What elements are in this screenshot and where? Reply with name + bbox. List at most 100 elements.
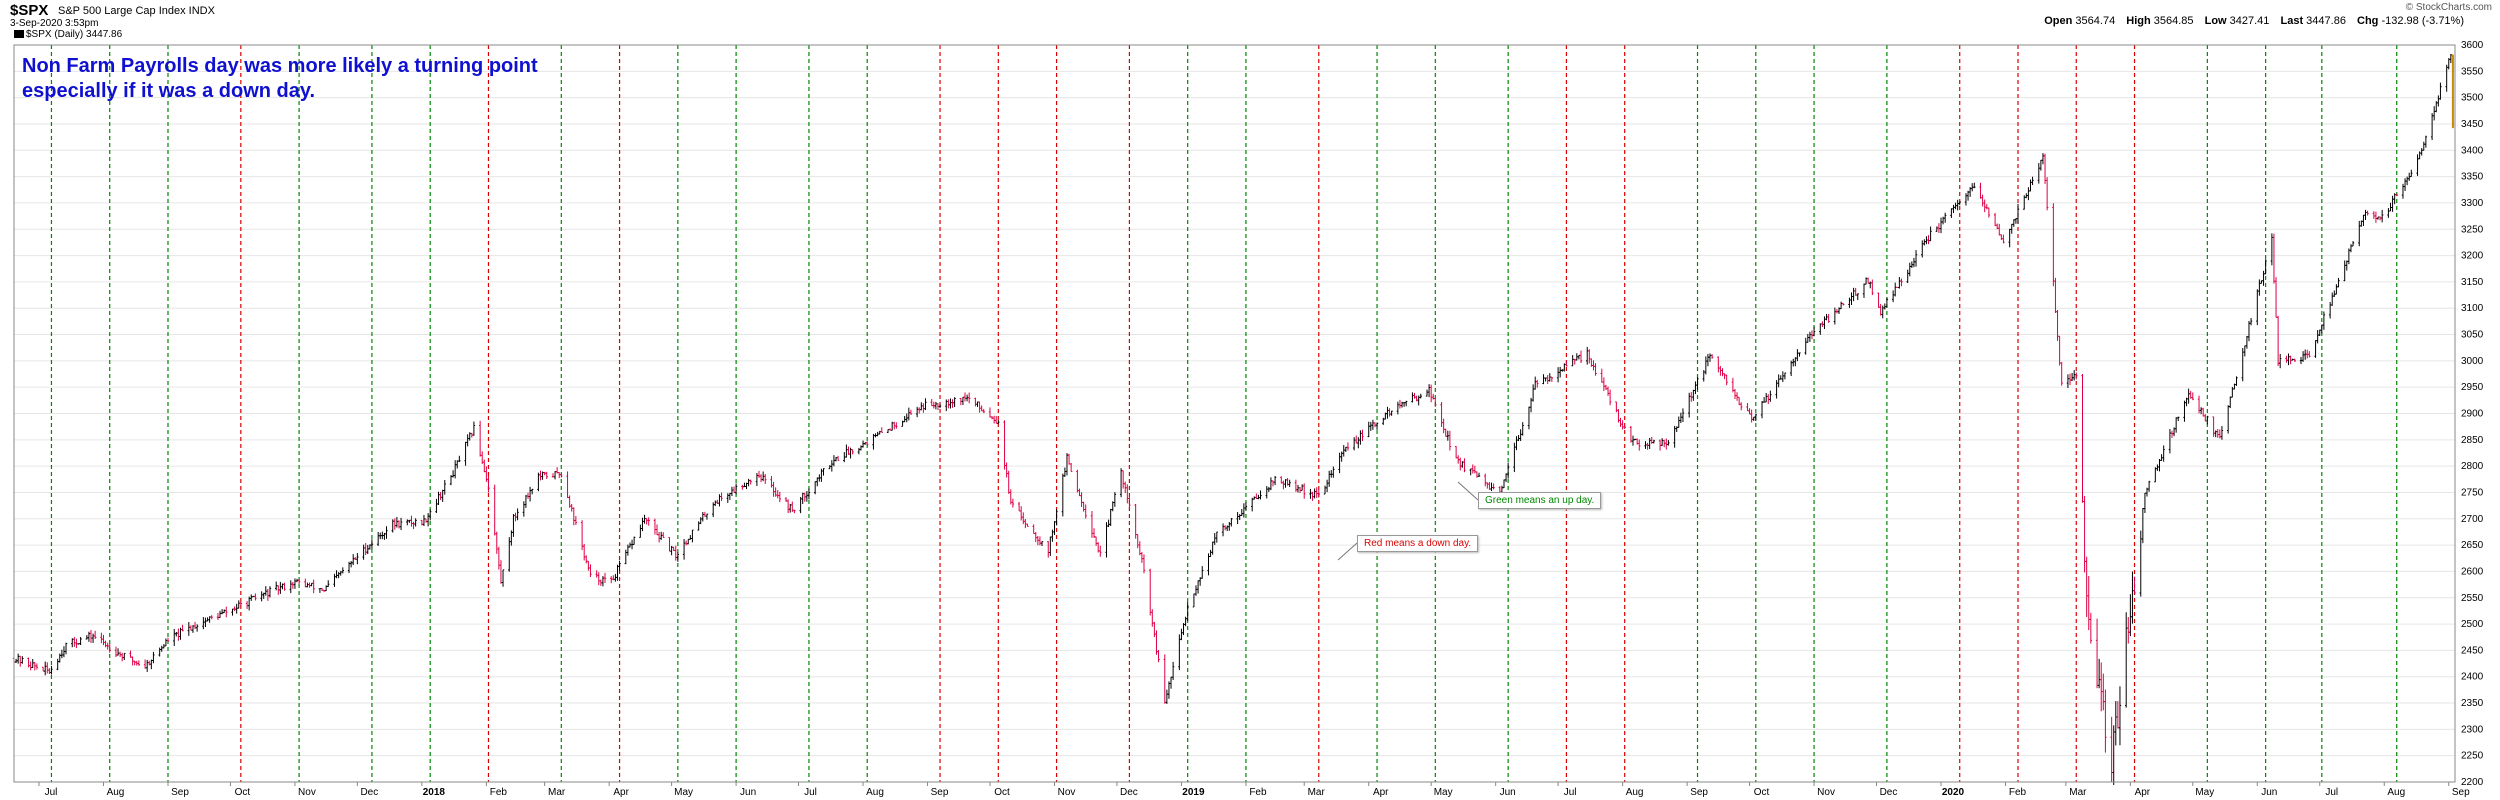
ohlc-bar (239, 601, 243, 607)
ohlc-bar (2322, 311, 2326, 330)
ohlc-bar (225, 606, 228, 618)
ohlc-bar (1165, 689, 1169, 704)
ohlc-bar (1169, 676, 1173, 689)
ohlc-bar (1848, 297, 1851, 308)
ohlc-bar (1280, 476, 1283, 484)
x-tick-label: Jul (1564, 787, 1577, 798)
ohlc-bar (279, 581, 282, 594)
timestamp: 3-Sep-2020 3:53pm (10, 18, 99, 29)
ohlc-bar (1808, 331, 1812, 342)
ohlc-bar (1794, 357, 1797, 367)
y-tick-label: 3200 (2461, 251, 2484, 262)
ohlc-bar (1017, 501, 1021, 512)
red-note-callout: Red means a down day. (1357, 535, 1479, 552)
ohlc-bar (1519, 429, 1522, 442)
ohlc-bar (1134, 503, 1137, 539)
ohlc-bar (1250, 497, 1254, 512)
ohlc-bar (1679, 412, 1683, 423)
ohlc-bar (2039, 159, 2043, 171)
ohlc-bar (2349, 244, 2353, 253)
ohlc-bar (597, 572, 600, 586)
ohlc-bar (545, 471, 548, 479)
ohlc-bar (1271, 480, 1275, 487)
ohlc-bar (807, 488, 811, 500)
ohlc-bar (1827, 313, 1830, 323)
ohlc-bar (366, 544, 369, 555)
ohlc-bar (2272, 233, 2276, 284)
ohlc-bar (1024, 519, 1027, 529)
ohlc-bar (2133, 576, 2136, 594)
ohlc-bar (1309, 488, 1312, 499)
ohlc-bar (2158, 459, 2161, 472)
ohlc-bar (46, 662, 49, 674)
ohlc-bar (901, 420, 904, 427)
ohlc-bar (1783, 372, 1787, 380)
ohlc-bar (1390, 410, 1393, 416)
ohlc-bar (2043, 153, 2047, 184)
ohlc-bar (747, 478, 750, 487)
ohlc-bar (1040, 541, 1044, 547)
ohlc-bar (354, 557, 357, 560)
ohlc-bar (1939, 217, 1943, 234)
x-tick-label: Mar (1308, 787, 1326, 798)
ohlc-bar (1055, 509, 1058, 526)
ohlc-bar (177, 628, 180, 641)
ohlc-bar (412, 521, 415, 530)
ohlc-bar (2347, 248, 2351, 265)
ohlc-bar (1300, 484, 1304, 491)
y-tick-label: 3150 (2461, 277, 2484, 288)
x-tick-label: Sep (171, 787, 189, 798)
ohlc-bar (1288, 479, 1291, 487)
ohlc-bar (992, 415, 996, 424)
ohlc-bar (1573, 358, 1576, 365)
ohlc-bar (953, 397, 956, 407)
ohlc-bar (2156, 464, 2159, 471)
x-tick-label: Apr (613, 787, 629, 798)
ohlc-bar (1142, 554, 1146, 574)
x-tick-label: May (2195, 787, 2214, 798)
ohlc-bar (1255, 493, 1258, 499)
ohlc-bar (857, 447, 861, 455)
ohlc-bar (1257, 494, 1260, 500)
x-tick-label: Feb (2009, 787, 2027, 798)
ohlc-bar (2345, 260, 2348, 271)
ohlc-bar (832, 455, 836, 467)
ohlc-bar (1602, 377, 1606, 392)
ohlc-bar (699, 517, 702, 525)
ohlc-bar (1550, 376, 1554, 382)
ohlc-bar (2089, 612, 2093, 644)
ohlc-bar (1459, 457, 1462, 471)
ohlc-bar (1825, 313, 1828, 321)
ohlc-bar (1925, 236, 1928, 245)
ohlc-bar (2025, 193, 2028, 199)
ohlc-bar (2380, 209, 2384, 223)
ohlc-bar (1792, 358, 1795, 367)
y-tick-label: 2850 (2461, 435, 2484, 446)
ohlc-bar (1971, 183, 1974, 192)
ohlc-bar (2185, 397, 2188, 407)
grid (14, 44, 2455, 783)
ohlc-bar (1096, 542, 1100, 553)
ohlc-bar (1558, 366, 1562, 378)
ohlc-bar (580, 520, 584, 551)
ohlc-bar (1230, 518, 1233, 527)
last-label: Last (2280, 15, 2304, 27)
ohlc-bar (1026, 523, 1029, 527)
ohlc-bar (1273, 476, 1277, 486)
ohlc-bar (362, 544, 365, 560)
ohlc-bar (137, 660, 141, 666)
ohlc-bar (1413, 392, 1416, 399)
ohlc-bar (1167, 681, 1171, 699)
ohlc-bar (1673, 425, 1676, 448)
ohlc-bar (2391, 195, 2394, 212)
ohlc-bar (1486, 482, 1489, 489)
ohlc-bar (1327, 470, 1331, 487)
ohlc-bar (720, 492, 723, 502)
ohlc-bar (220, 609, 224, 615)
x-tick-label: Sep (2452, 787, 2470, 798)
y-tick-label: 2350 (2461, 698, 2484, 709)
ohlc-bar (1608, 389, 1612, 406)
ohlc-bar (1885, 297, 1889, 308)
ohlc-bar (1032, 524, 1035, 535)
ohlc-bar (1675, 426, 1678, 433)
